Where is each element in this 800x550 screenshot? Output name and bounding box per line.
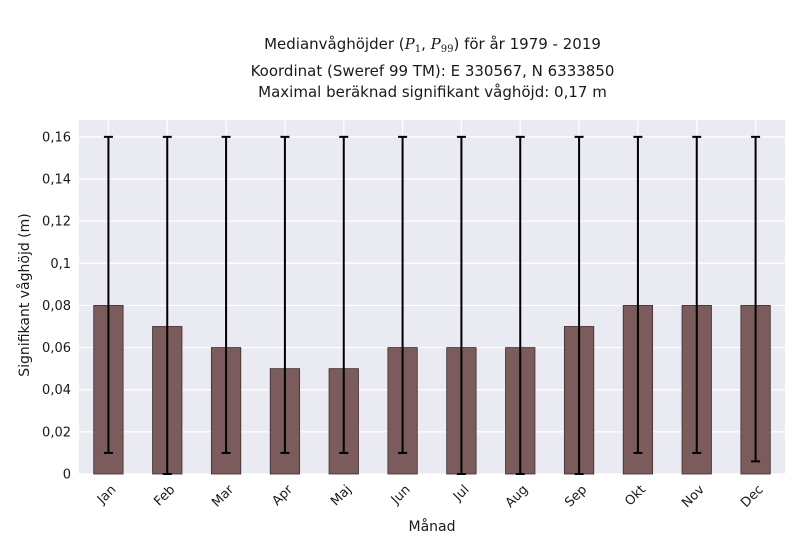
y-tick-label: 0 [63,468,71,483]
y-axis-label: Signifikant våghöjd (m) [16,213,33,376]
x-tick-label: Dec [738,482,766,510]
chart-title-line-2: Koordinat (Sweref 99 TM): E 330567, N 63… [250,61,615,80]
chart-title: Medianvåghöjder (P1, P99) för år 1979 - … [80,34,785,104]
error-bar-sep [574,135,584,475]
x-axis-label: Månad [409,518,456,535]
x-tick-label: Aug [503,482,532,511]
error-bar-okt [633,135,643,454]
title-prefix: Medianvåghöjder ( [264,35,405,53]
p-symbol-2: P [430,35,441,53]
x-tick-label: Nov [679,482,708,511]
y-tick-label: 0,02 [42,425,71,440]
y-tick-label: 0,06 [42,341,71,356]
error-bar-aug [515,135,525,475]
error-bar-maj [339,135,349,454]
x-tick-label: Feb [151,482,178,509]
x-tick-label: Jun [388,482,414,508]
y-tick-label: 0,14 [42,173,71,188]
x-tick-label: Sep [562,482,590,510]
y-ticks: 0 0,02 0,04 0,06 0,08 0,1 0,12 0,14 0,16 [42,130,71,482]
x-tick-label: Apr [269,482,296,509]
error-bar-jun [398,135,408,454]
error-bars [103,135,761,475]
error-bar-mar [221,135,231,454]
x-tick-label: Mar [209,482,237,510]
y-tick-label: 0,04 [42,383,71,398]
chart-title-line-1: Medianvåghöjder (P1, P99) för år 1979 - … [80,34,785,61]
y-tick-label: 0,08 [42,299,71,314]
error-bar-feb [162,135,172,475]
x-ticks: Jan Feb Mar Apr Maj Jun Jul Aug Sep Okt Nov Dec [94,482,767,511]
error-bar-jul [456,135,466,475]
p-symbol-1: P [404,35,415,53]
chart-title-line-3: Maximal beräknad signifikant våghöjd: 0,… [258,83,607,101]
error-bar-jan [103,135,113,454]
comma: , [421,35,431,53]
error-bar-apr [280,135,290,454]
x-tick-label: Maj [328,482,355,509]
error-bar-nov [692,135,702,454]
error-bar-dec [751,135,761,463]
p99-subscript: 99 [440,44,454,55]
plot-area [79,120,785,474]
p1-subscript: 1 [414,44,422,55]
x-tick-label: Jul [450,482,472,504]
y-tick-label: 0,12 [42,215,71,230]
x-tick-label: Okt [622,482,649,509]
x-tick-label: Jan [94,482,119,507]
title-suffix: ) för år 1979 - 2019 [453,35,601,53]
y-tick-label: 0,16 [42,130,71,145]
y-tick-label: 0,1 [50,257,71,272]
